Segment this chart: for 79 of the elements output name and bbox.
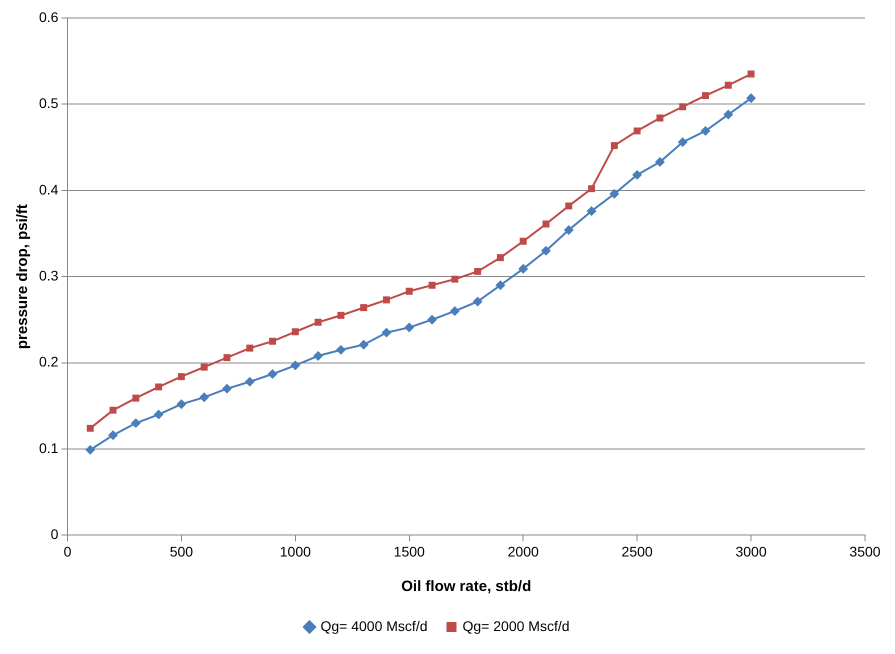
point [542, 220, 550, 228]
point [246, 344, 254, 352]
x-tick-label: 1500 [394, 543, 426, 560]
point [474, 268, 482, 275]
point [655, 157, 664, 166]
x-tick-label: 3000 [735, 543, 767, 560]
point [678, 138, 688, 147]
point [496, 280, 505, 290]
point [473, 297, 482, 306]
point [223, 354, 230, 362]
point [292, 328, 299, 336]
point [404, 322, 414, 332]
point [587, 206, 596, 216]
point [724, 110, 733, 120]
y-tick-label: 0.5 [38, 95, 59, 112]
point [359, 340, 368, 350]
point [132, 394, 140, 402]
x-tick-label: 3500 [849, 543, 881, 560]
point [337, 312, 344, 319]
y-tick-label: 0.4 [38, 181, 59, 198]
point [496, 254, 504, 262]
y-tick-label: 0.2 [38, 354, 59, 370]
point [336, 345, 346, 354]
x-tick-label: 500 [170, 543, 194, 560]
point [746, 94, 756, 103]
point [406, 288, 413, 295]
point [610, 142, 618, 150]
point [269, 338, 276, 345]
point [428, 315, 437, 324]
point [200, 364, 208, 371]
point [176, 400, 186, 409]
x-tick-label: 2500 [622, 543, 653, 560]
y-tick-label: 0.6 [38, 8, 59, 25]
point [131, 418, 140, 428]
x-tick-label: 2000 [508, 543, 539, 560]
point [700, 126, 710, 136]
point [382, 328, 391, 338]
legend-label: Qg= 4000 Mscf/d [320, 618, 428, 634]
point [656, 114, 664, 122]
point [428, 282, 436, 289]
point [610, 189, 619, 198]
point [520, 238, 527, 245]
x-tick-label: 0 [64, 543, 72, 560]
point [200, 392, 209, 402]
point [634, 127, 641, 134]
point [565, 202, 572, 210]
point [541, 246, 550, 256]
point [748, 70, 755, 78]
point [518, 264, 528, 274]
point [314, 351, 323, 360]
legend-label: Qg= 2000 Mscf/d [462, 618, 570, 634]
point [450, 306, 460, 316]
point [86, 424, 94, 432]
point [564, 226, 574, 235]
point [110, 406, 117, 414]
point [155, 383, 162, 390]
point [383, 296, 390, 304]
y-tick-label: 0.3 [38, 267, 59, 284]
point [702, 92, 709, 100]
point [679, 103, 686, 110]
y-tick-label: 0 [50, 526, 59, 542]
point [588, 185, 596, 192]
point [178, 373, 185, 380]
point [314, 318, 322, 326]
point [86, 445, 95, 454]
point [632, 170, 642, 180]
point [290, 360, 300, 370]
point [245, 377, 254, 386]
y-tick-label: 0.1 [38, 440, 59, 456]
point [268, 370, 278, 379]
x-tick-label: 1000 [280, 543, 312, 560]
x-axis-title: Oil flow rate, stb/d [401, 578, 532, 596]
point [108, 430, 118, 440]
point [360, 304, 368, 312]
point [451, 276, 458, 283]
y-axis-title: pressure drop, psi/ft [14, 204, 32, 350]
point [154, 410, 164, 420]
point [724, 82, 732, 89]
point [222, 384, 232, 394]
